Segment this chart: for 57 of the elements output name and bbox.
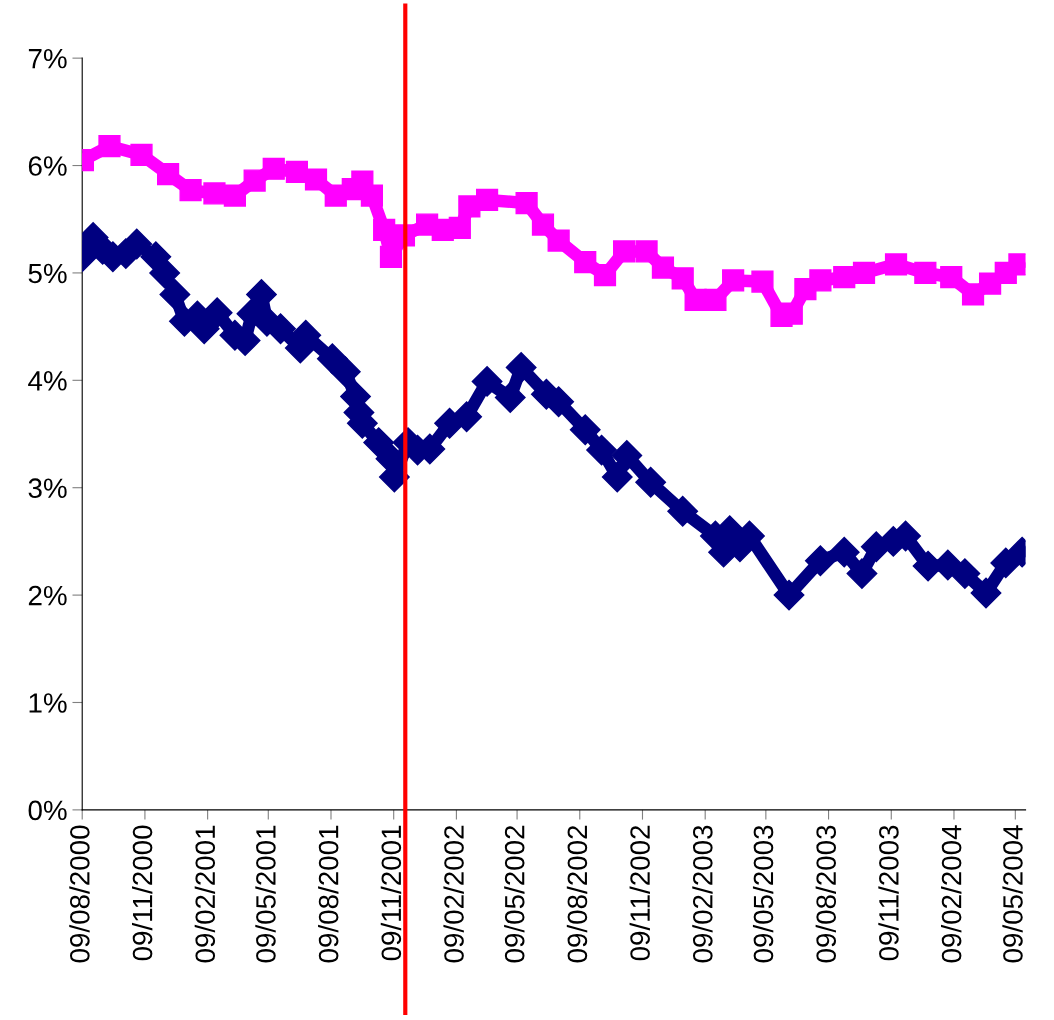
x-tick-label: 09/02/2001 (194, 825, 216, 963)
x-tick-label: 09/02/2002 (443, 825, 464, 963)
point (751, 270, 774, 293)
point (671, 267, 694, 290)
x-tick-label: 09/05/2001 (255, 825, 276, 963)
x-tick-label: 09/11/2000 (131, 825, 153, 961)
x-tick-label: 09/08/2000 (69, 825, 90, 963)
x-tick-label: 09/05/2002 (504, 825, 525, 963)
point (940, 266, 963, 289)
point (704, 288, 727, 311)
point (809, 269, 832, 292)
point (780, 302, 803, 325)
x-tick-label: 09/11/2003 (878, 825, 899, 961)
point (547, 229, 570, 252)
point (379, 245, 403, 268)
point (651, 256, 675, 279)
x-tick-label: 09/08/2001 (318, 825, 339, 963)
y-tick-label: 1% (29, 693, 67, 713)
point (223, 184, 247, 207)
point (884, 253, 908, 276)
point (635, 240, 658, 263)
y-tick-label: 3% (28, 478, 67, 499)
y-tick-label: 5% (28, 263, 67, 284)
y-tick-label: 6% (28, 156, 67, 176)
point (304, 168, 328, 191)
point (531, 213, 555, 236)
point (722, 269, 745, 292)
x-tick-label: 09/08/2003 (815, 825, 837, 963)
point (593, 263, 617, 287)
x-tick-label: 09/11/2002 (629, 825, 650, 961)
y-tick-label: 7% (28, 48, 67, 69)
point (448, 216, 471, 239)
point (914, 261, 937, 285)
point (243, 169, 266, 192)
y-tick-label: 0% (28, 800, 67, 821)
x-tick-label: 09/02/2004 (941, 825, 962, 963)
x-tick-label: 09/02/2003 (692, 825, 713, 963)
x-tick-label: 09/05/2004 (1002, 825, 1023, 963)
point (203, 182, 226, 205)
point (262, 157, 285, 180)
x-tick-label: 09/05/2003 (752, 825, 774, 963)
y-tick-label: 4% (28, 371, 67, 391)
point (475, 188, 499, 212)
point (852, 261, 876, 285)
point (612, 240, 636, 263)
point (130, 143, 153, 166)
point (515, 192, 538, 215)
point (360, 184, 384, 207)
x-tick-label: 09/08/2002 (566, 825, 588, 963)
point (373, 218, 396, 242)
y-tick-label: 2% (28, 585, 67, 606)
x-tick-label: 09/11/2001 (380, 825, 402, 961)
point (574, 251, 597, 274)
point (156, 163, 180, 186)
point (179, 179, 202, 202)
point (98, 135, 121, 158)
point (833, 266, 856, 289)
